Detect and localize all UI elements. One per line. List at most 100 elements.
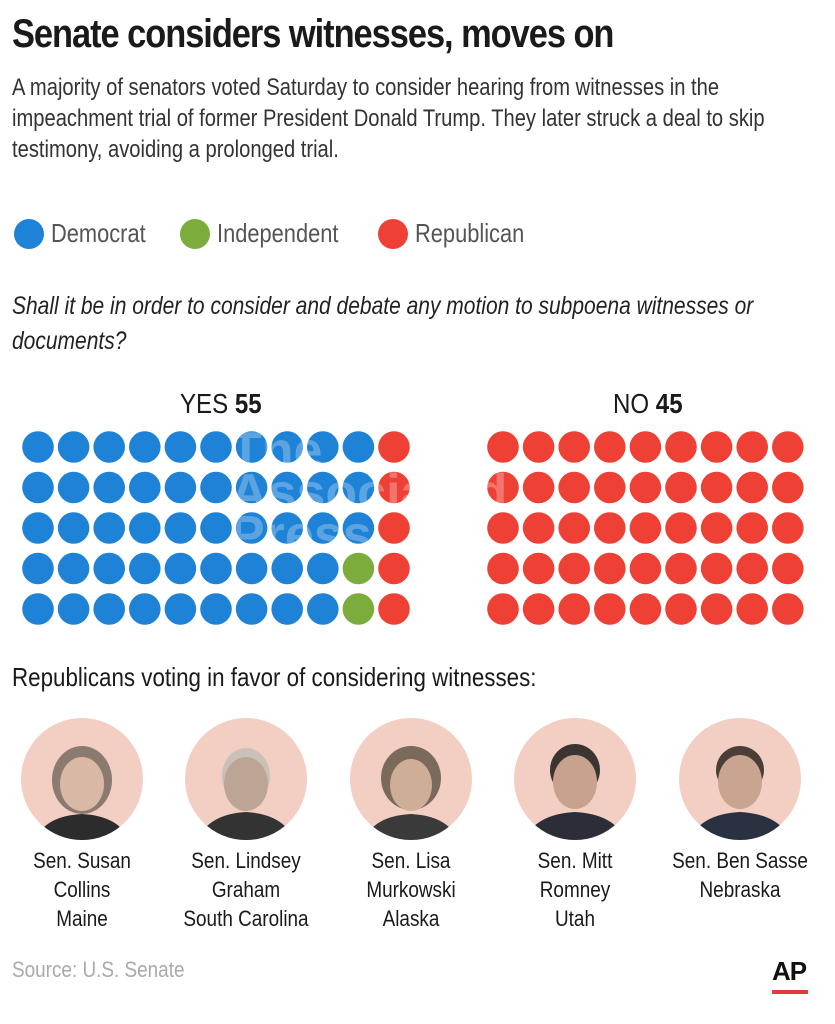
person-silhouette-icon — [364, 746, 458, 840]
source-note: Source: U.S. Senate — [12, 957, 185, 982]
vote-dot-no-republican — [558, 512, 590, 544]
yes-label: YES — [180, 388, 229, 419]
vote-dot-yes-democrat — [22, 471, 54, 504]
vote-dot-yes-independent — [342, 552, 375, 585]
no-label: NO — [613, 388, 650, 419]
vote-dot-yes-republican — [378, 471, 410, 504]
vote-dot-yes-democrat — [57, 431, 90, 463]
vote-dot-no-republican — [700, 593, 733, 625]
ap-logo: AP — [772, 956, 807, 986]
vote-dot-no-republican — [629, 471, 662, 504]
independent-dot-icon — [180, 218, 210, 249]
senators-heading: Republicans voting in favor of consideri… — [12, 662, 537, 692]
vote-dot-no-republican — [487, 593, 519, 625]
vote-dot-no-republican — [736, 593, 768, 625]
vote-dot-yes-democrat — [342, 431, 375, 463]
vote-dot-no-republican — [629, 552, 662, 585]
vote-dot-yes-republican — [378, 431, 410, 463]
vote-dot-yes-democrat — [93, 471, 125, 504]
vote-dot-yes-democrat — [57, 593, 90, 625]
vote-dot-no-republican — [736, 552, 768, 585]
vote-dot-yes-democrat — [200, 552, 232, 585]
vote-dot-yes-democrat — [235, 431, 268, 463]
vote-dot-no-republican — [772, 552, 804, 585]
no-total: 45 — [655, 388, 683, 419]
yes-count-label: YES 55 — [180, 388, 262, 420]
vote-dot-no-republican — [665, 552, 697, 585]
vote-dot-no-republican — [665, 471, 697, 504]
senator-name: Sen. Ben Sasse Nebraska — [672, 848, 808, 902]
vote-dot-yes-democrat — [129, 431, 161, 463]
vote-dot-no-republican — [594, 431, 626, 463]
senator-portrait — [350, 718, 472, 840]
ap-logo-underline — [772, 990, 808, 994]
vote-dot-no-republican — [522, 471, 555, 504]
vote-dot-no-republican — [594, 471, 626, 504]
person-silhouette-icon — [689, 746, 791, 840]
vote-dot-yes-democrat — [129, 552, 161, 585]
vote-dot-yes-democrat — [342, 471, 375, 504]
vote-dot-no-republican — [558, 552, 590, 585]
vote-dot-no-republican — [700, 431, 733, 463]
vote-dot-yes-democrat — [235, 552, 268, 585]
vote-dot-yes-democrat — [307, 512, 339, 544]
vote-dot-no-republican — [558, 431, 590, 463]
vote-dot-yes-democrat — [200, 431, 232, 463]
vote-dot-chart — [22, 431, 804, 625]
senator-portrait — [21, 718, 143, 840]
senator-portrait — [679, 718, 801, 840]
vote-dot-yes-democrat — [235, 471, 268, 504]
legend-label: Independent — [217, 218, 339, 248]
vote-dot-yes-democrat — [342, 512, 375, 544]
vote-dot-yes-independent — [342, 593, 375, 625]
democrat-dot-icon — [14, 218, 44, 249]
vote-dot-yes-democrat — [271, 593, 304, 625]
vote-dot-no-republican — [629, 431, 662, 463]
legend-label: Democrat — [51, 218, 146, 248]
vote-dot-yes-democrat — [271, 431, 304, 463]
republican-dot-icon — [378, 218, 408, 249]
page-title: Senate considers witnesses, moves on — [12, 12, 614, 56]
vote-dot-yes-democrat — [22, 552, 54, 585]
vote-dot-yes-democrat — [93, 512, 125, 544]
legend-item-democrat: Democrat — [14, 218, 164, 249]
vote-dot-yes-republican — [378, 593, 410, 625]
senator-name: Sen. Lisa Murkowski Alaska — [366, 848, 456, 931]
legend-item-independent: Independent — [180, 218, 362, 249]
senator-name: Sen. Susan Collins Maine — [33, 848, 131, 931]
senator-name: Sen. Lindsey Graham South Carolina — [183, 848, 309, 931]
person-silhouette-icon — [197, 748, 295, 840]
no-count-label: NO 45 — [613, 388, 683, 420]
vote-dot-no-republican — [629, 512, 662, 544]
vote-dot-no-republican — [736, 431, 768, 463]
vote-dot-yes-democrat — [164, 552, 197, 585]
person-silhouette-icon — [524, 744, 626, 840]
vote-dot-no-republican — [700, 471, 733, 504]
vote-dot-yes-democrat — [200, 593, 232, 625]
legend-item-republican: Republican — [378, 218, 545, 249]
vote-dot-yes-democrat — [57, 552, 90, 585]
senator-card: Sen. Lisa Murkowski Alaska — [331, 718, 491, 933]
senator-portrait — [514, 718, 636, 840]
vote-dot-no-republican — [487, 512, 519, 544]
vote-dot-yes-democrat — [129, 593, 161, 625]
senator-card: Sen. Lindsey Graham South Carolina — [166, 718, 326, 933]
vote-dot-yes-democrat — [22, 431, 54, 463]
page-subtitle: A majority of senators voted Saturday to… — [12, 74, 765, 163]
vote-dot-yes-democrat — [235, 593, 268, 625]
vote-dot-yes-democrat — [271, 512, 304, 544]
vote-dot-yes-democrat — [93, 552, 125, 585]
vote-dot-no-republican — [665, 593, 697, 625]
vote-dot-no-republican — [772, 471, 804, 504]
vote-dot-yes-democrat — [200, 471, 232, 504]
vote-dot-no-republican — [487, 431, 519, 463]
vote-question: Shall it be in order to consider and deb… — [12, 292, 754, 355]
vote-dot-yes-democrat — [93, 593, 125, 625]
vote-dot-no-republican — [665, 431, 697, 463]
vote-dot-yes-republican — [378, 512, 410, 544]
senator-portrait — [185, 718, 307, 840]
vote-dot-no-republican — [558, 471, 590, 504]
vote-dot-no-republican — [522, 431, 555, 463]
vote-dot-no-republican — [665, 512, 697, 544]
vote-dot-yes-democrat — [22, 512, 54, 544]
